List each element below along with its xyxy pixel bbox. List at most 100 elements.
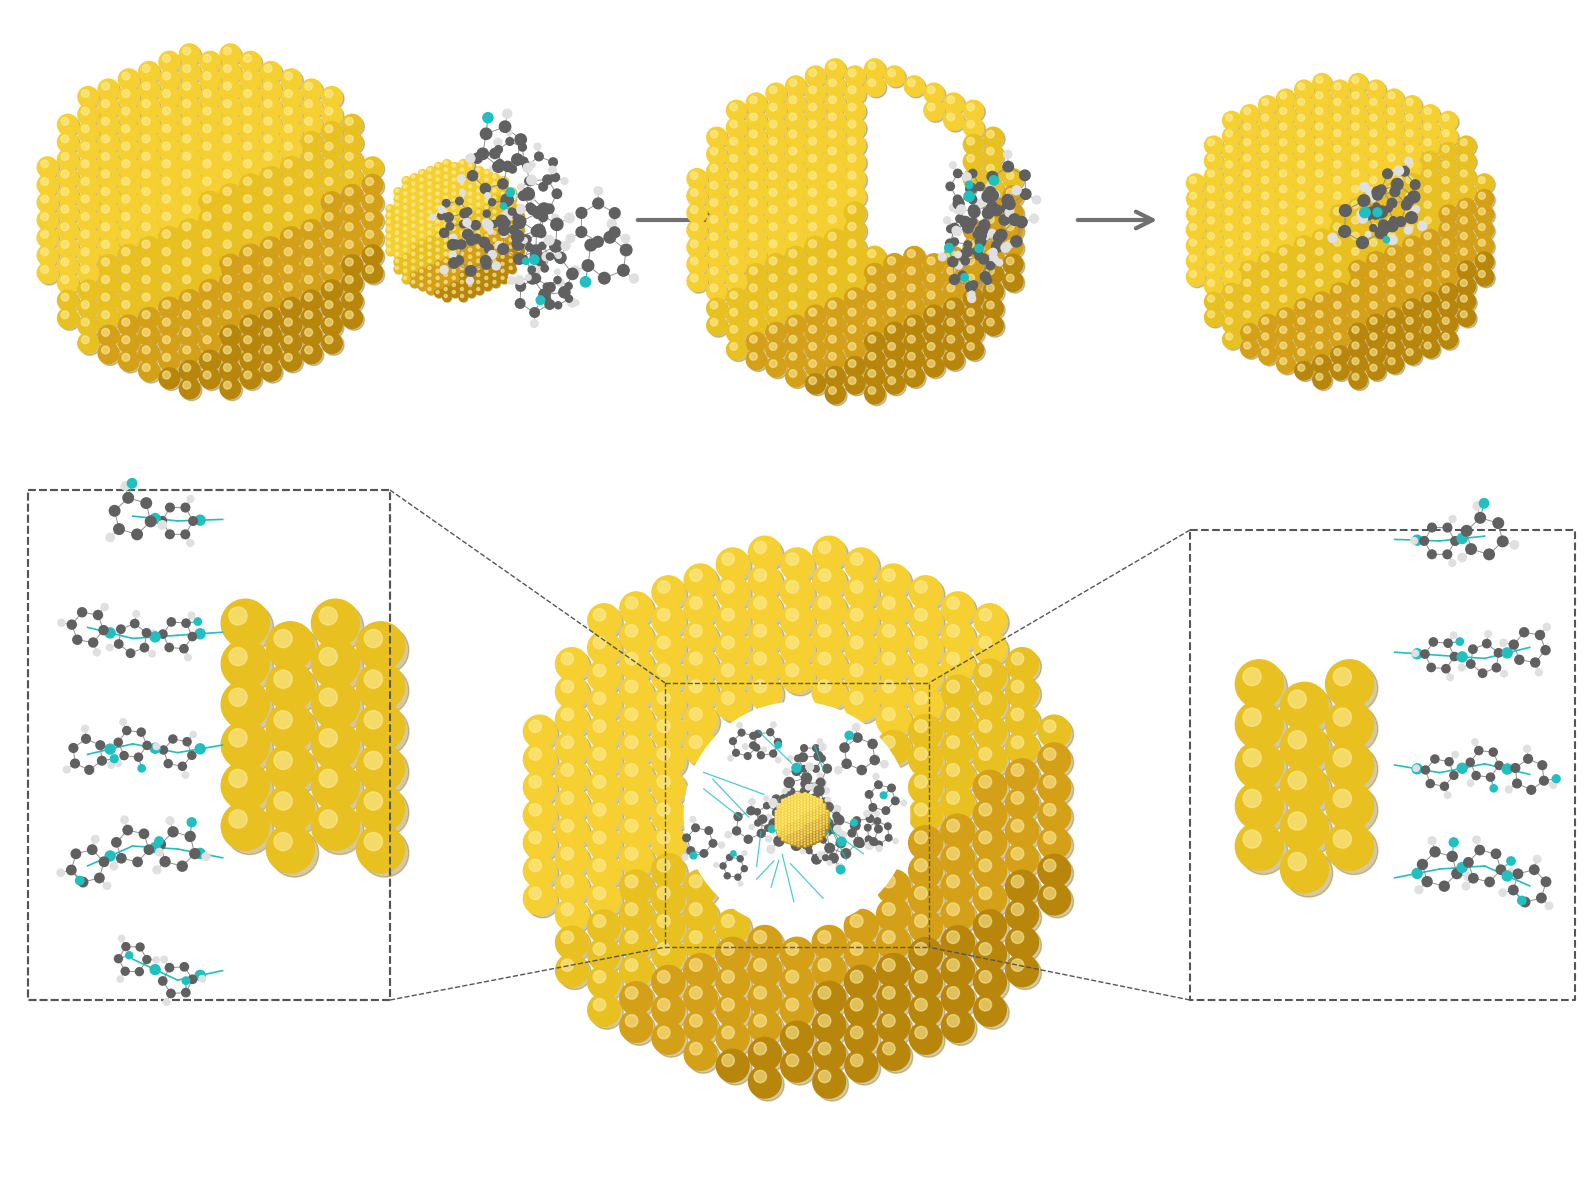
Circle shape [926,290,947,310]
Circle shape [652,937,685,971]
Circle shape [529,255,539,264]
Circle shape [950,204,956,211]
Circle shape [1207,185,1224,203]
Circle shape [781,826,784,830]
Circle shape [116,625,124,633]
Circle shape [805,185,826,206]
Circle shape [784,829,787,831]
Circle shape [781,805,784,808]
Circle shape [593,720,606,732]
Circle shape [819,810,823,814]
Circle shape [1404,159,1423,178]
Circle shape [158,262,180,284]
Circle shape [749,232,757,241]
Circle shape [1447,674,1454,680]
Circle shape [499,191,508,199]
Circle shape [346,223,354,231]
Circle shape [1369,81,1387,100]
Circle shape [485,228,488,230]
Circle shape [483,220,493,230]
Circle shape [969,206,980,218]
Circle shape [1404,113,1423,132]
Circle shape [153,865,161,874]
Circle shape [738,881,743,885]
Circle shape [883,987,896,999]
Circle shape [1376,226,1387,238]
Circle shape [845,100,866,120]
Circle shape [775,810,778,814]
Circle shape [263,327,284,348]
Circle shape [485,276,488,279]
Circle shape [1443,317,1449,324]
Circle shape [784,812,787,816]
Circle shape [242,106,263,127]
Circle shape [304,152,312,160]
Circle shape [410,237,419,245]
Circle shape [365,160,373,167]
Circle shape [803,811,807,815]
Circle shape [518,220,520,223]
Circle shape [241,297,261,318]
Circle shape [220,378,241,399]
Circle shape [1439,330,1457,349]
Circle shape [810,831,813,835]
Circle shape [818,959,830,971]
Circle shape [1278,121,1298,140]
Circle shape [427,259,430,263]
Circle shape [1003,203,1023,223]
Circle shape [792,763,800,772]
Circle shape [945,351,966,371]
Circle shape [765,185,786,206]
Circle shape [969,291,976,297]
Circle shape [202,195,210,203]
Circle shape [808,103,816,111]
Circle shape [462,218,470,226]
Circle shape [180,204,202,225]
Circle shape [461,189,464,192]
Circle shape [593,664,606,677]
Circle shape [493,196,496,199]
Circle shape [485,171,488,174]
Circle shape [142,187,150,196]
Circle shape [795,812,802,818]
Circle shape [885,66,904,86]
Circle shape [969,281,977,289]
Circle shape [1277,213,1296,233]
Circle shape [1004,187,1025,208]
Circle shape [778,806,781,810]
Circle shape [1403,283,1422,302]
Circle shape [1476,268,1494,286]
Circle shape [325,212,333,220]
Circle shape [97,272,120,294]
Circle shape [767,170,789,191]
Circle shape [1208,248,1215,255]
Circle shape [419,283,427,291]
Circle shape [271,666,319,714]
Circle shape [80,88,100,108]
Circle shape [807,153,827,174]
Circle shape [1422,105,1439,123]
Circle shape [1423,325,1441,344]
Circle shape [281,332,301,354]
Circle shape [881,875,896,888]
Circle shape [1331,345,1349,364]
Circle shape [435,269,443,277]
Circle shape [800,822,803,825]
Circle shape [848,70,856,77]
Circle shape [57,869,64,876]
Circle shape [201,335,223,356]
Circle shape [1388,154,1395,162]
Circle shape [403,276,411,284]
Circle shape [501,199,504,202]
Circle shape [1329,220,1350,239]
Circle shape [1441,191,1460,210]
Circle shape [787,824,791,828]
Circle shape [403,206,406,209]
Circle shape [988,190,998,200]
Circle shape [443,265,451,274]
Circle shape [301,97,322,118]
Circle shape [706,144,727,164]
Circle shape [808,171,816,179]
Circle shape [427,286,435,295]
Circle shape [451,205,461,215]
